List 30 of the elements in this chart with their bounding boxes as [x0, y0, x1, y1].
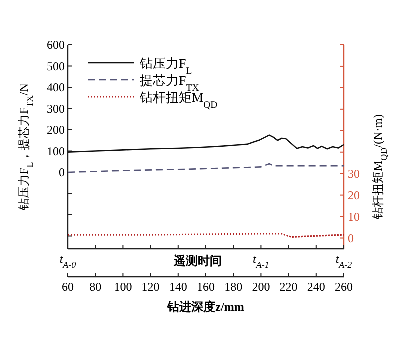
y-tick-label: 200 — [47, 123, 65, 137]
legend-label: 钻杆扭矩M$_{QD}$ — [139, 90, 218, 110]
x-tick-label: 200 — [252, 280, 270, 294]
text: t$_{A-2}$ — [336, 252, 353, 270]
x-tick-label: 220 — [280, 280, 298, 294]
x-tick-label: 140 — [169, 280, 188, 294]
x-tick-label: 80 — [90, 280, 102, 294]
text: t$_{A-0}$ — [60, 252, 77, 270]
x-tick-label: 260 — [335, 280, 353, 294]
y-tick-label: 0 — [59, 166, 65, 180]
y-tick-label: 600 — [47, 38, 65, 52]
y2-tick-label: 0 — [348, 231, 354, 246]
x-tick-label: 120 — [142, 280, 160, 294]
y2-tick-label: 10 — [348, 210, 360, 224]
y2-tick-label: 20 — [348, 188, 360, 202]
text: t$_{A-1}$ — [253, 252, 270, 270]
y2-tick-label: 30 — [348, 166, 360, 181]
x-axis-title: 钻进深度z/mm — [166, 300, 244, 314]
y-tick-label: 400 — [47, 80, 65, 94]
x-tick-label: 160 — [197, 280, 215, 294]
x-tick-label: 240 — [307, 280, 326, 294]
x2-axis-title: 遥测时间 — [173, 254, 222, 268]
x-tick-label: 180 — [224, 280, 243, 294]
line-series — [67, 134, 345, 153]
y-tick-label: 300 — [47, 102, 65, 116]
y-tick-label: 500 — [47, 59, 65, 74]
x-tick-label: 60 — [62, 280, 74, 294]
line-series — [67, 163, 345, 174]
x-tick-label: 100 — [114, 280, 132, 294]
y-tick-label: 100 — [47, 144, 65, 158]
